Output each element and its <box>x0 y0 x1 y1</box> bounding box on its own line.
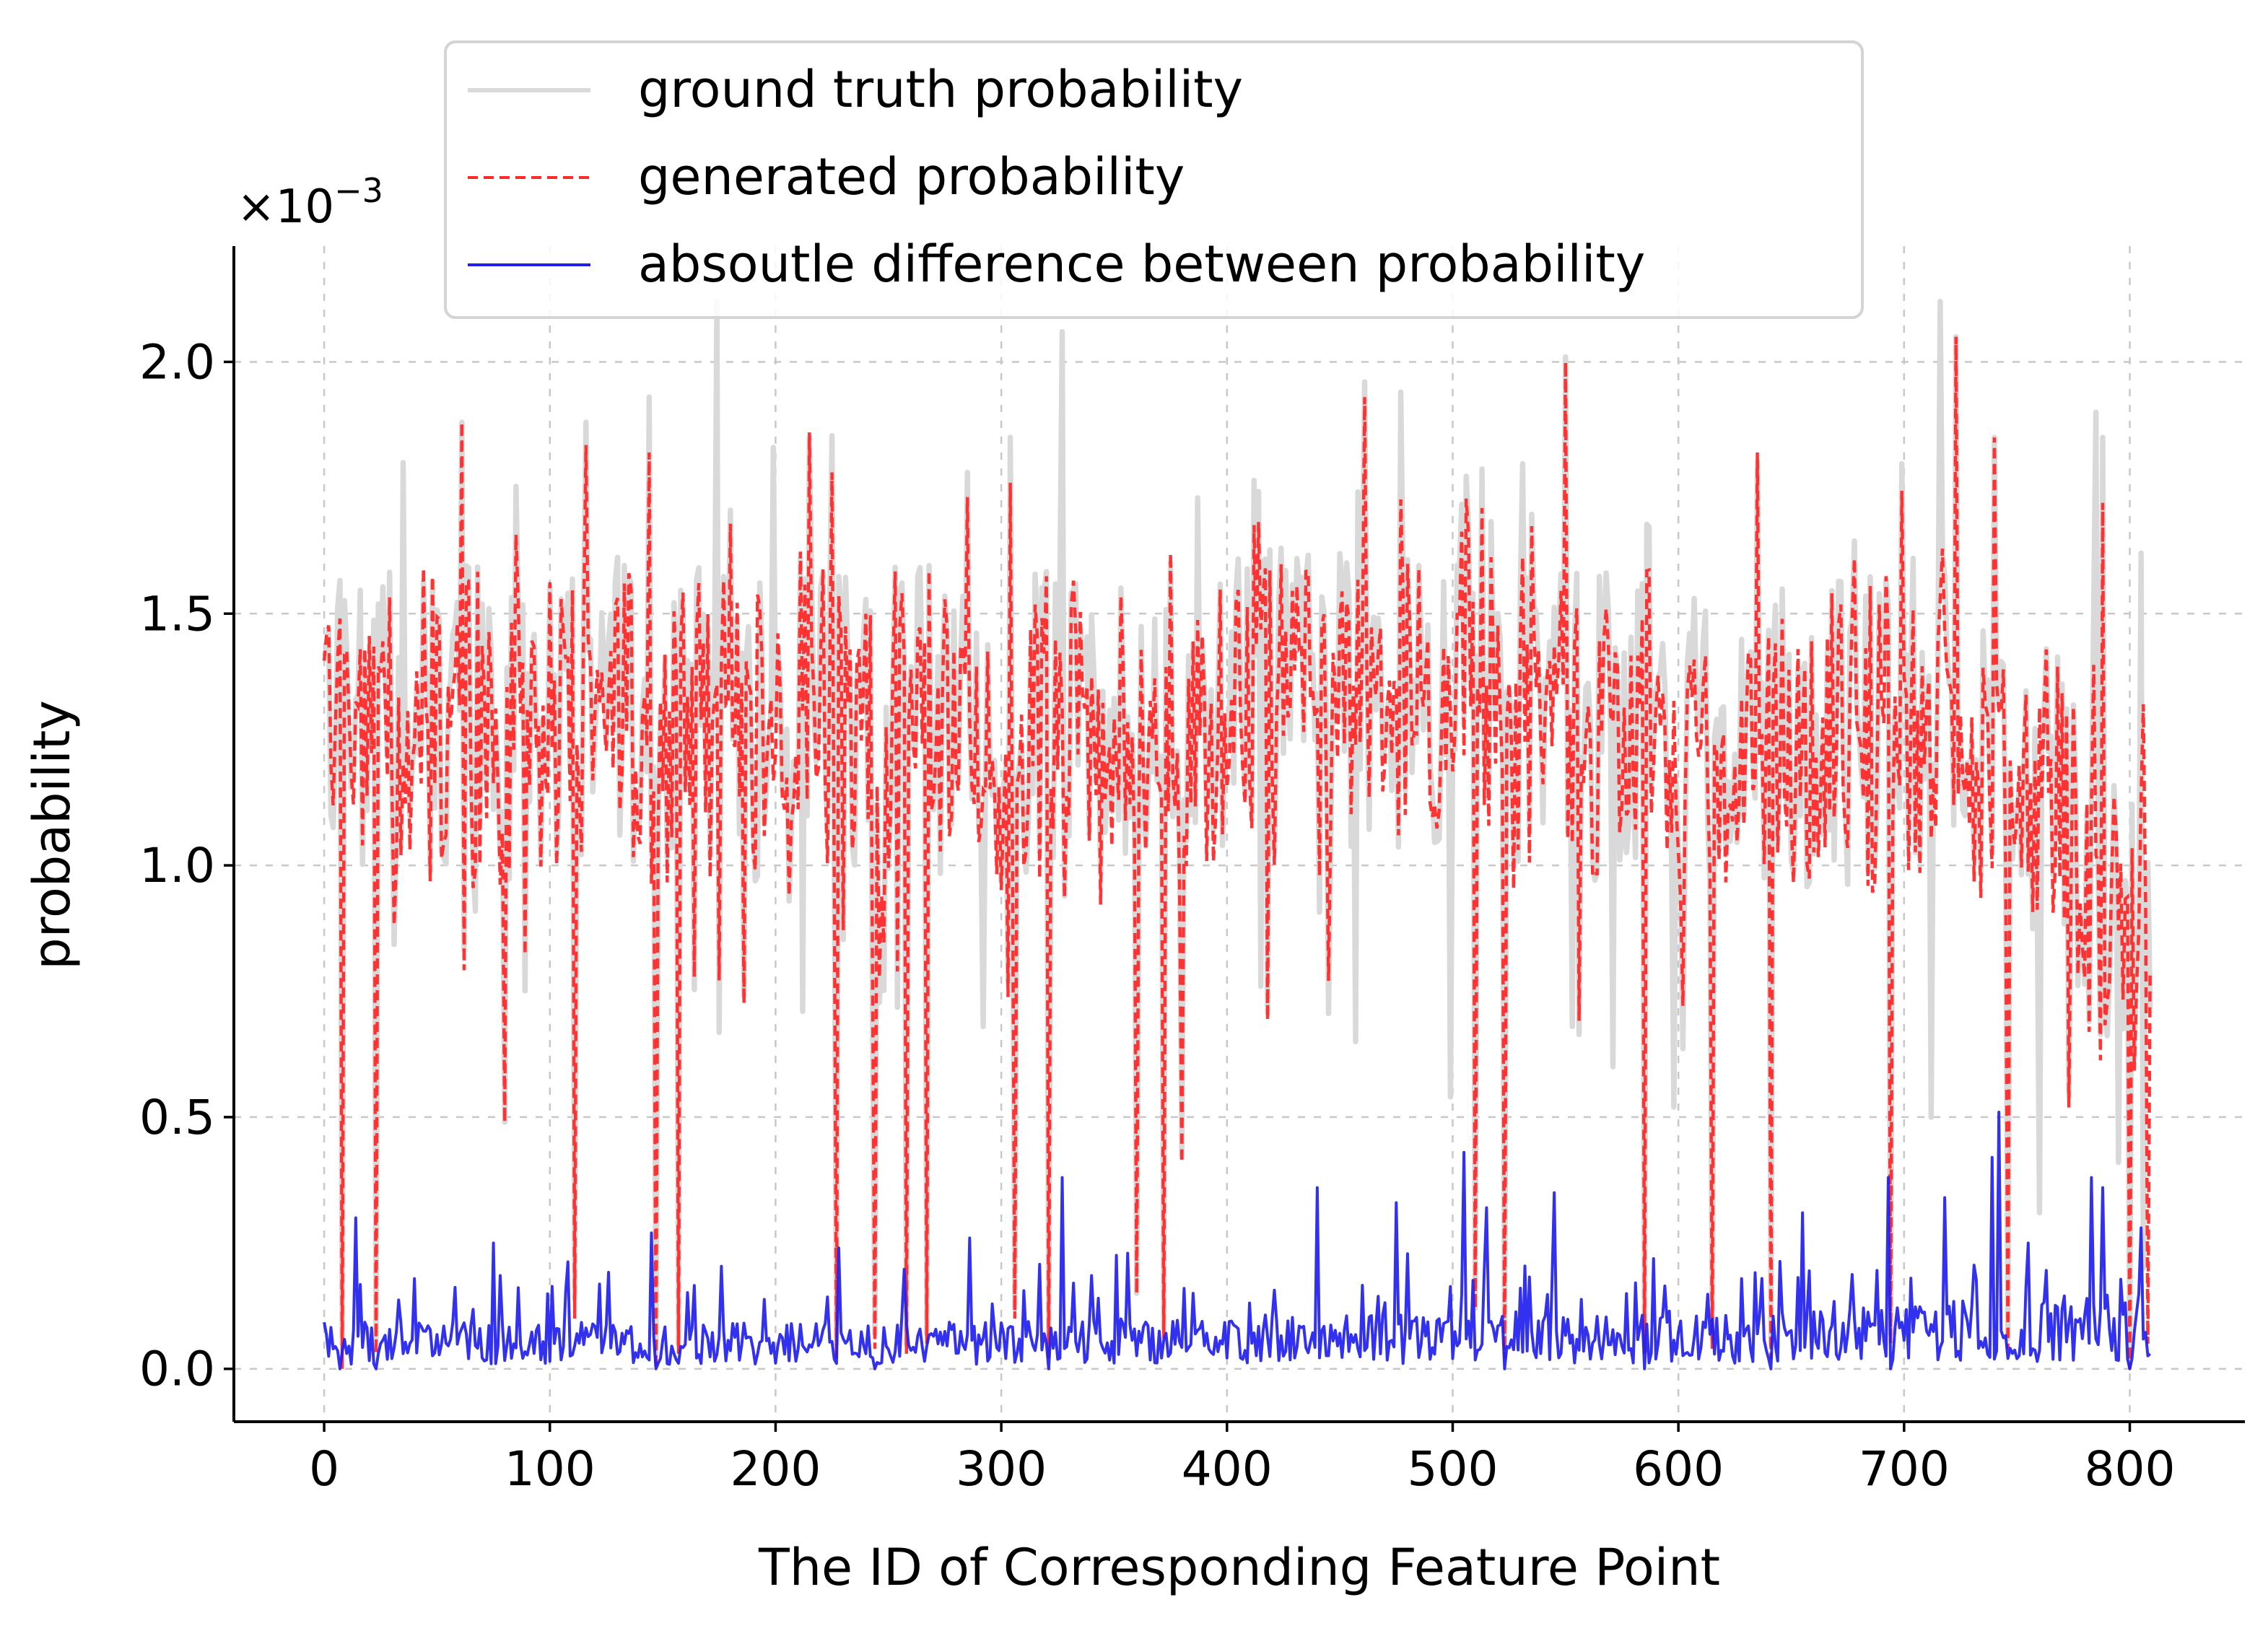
y-multiplier-base: ×10 <box>237 180 334 234</box>
x-ticks: 0 100 200 300 400 500 600 700 800 <box>309 1422 2176 1497</box>
legend-box <box>444 40 1864 319</box>
series-line-difference <box>323 1110 2152 1370</box>
legend-label-difference: absoutle difference between probability <box>638 235 1645 294</box>
x-tick-label: 200 <box>730 1441 821 1497</box>
y-tick-label: 1.5 <box>139 586 215 642</box>
x-tick-label: 300 <box>956 1441 1047 1497</box>
axes <box>232 246 2245 1423</box>
x-tick-label: 700 <box>1859 1441 1950 1497</box>
x-tick-label: 800 <box>2085 1441 2176 1497</box>
x-tick-label: 100 <box>505 1441 596 1497</box>
y-multiplier-exponent: −3 <box>334 171 383 210</box>
legend-label-ground-truth: ground truth probability <box>638 60 1243 119</box>
y-tick-label: 2.0 <box>139 334 215 390</box>
plot-lines <box>321 298 2153 1370</box>
x-tick-label: 400 <box>1182 1441 1273 1497</box>
legend-label-generated: generated probability <box>638 147 1185 206</box>
y-axis-title: probability <box>22 700 82 969</box>
x-axis-title: The ID of Corresponding Feature Point <box>758 1538 1720 1597</box>
x-tick-label: 500 <box>1407 1441 1498 1497</box>
legend: ground truth probability generated proba… <box>444 40 1864 319</box>
y-tick-label: 0.0 <box>139 1342 215 1397</box>
series-line-generated <box>322 336 2152 1369</box>
y-tick-label: 0.5 <box>139 1090 215 1145</box>
y-ticks: 0.0 0.5 1.0 1.5 2.0 <box>139 334 234 1397</box>
y-multiplier: ×10−3 <box>237 171 383 234</box>
x-tick-label: 0 <box>309 1441 339 1497</box>
x-tick-label: 600 <box>1633 1441 1724 1497</box>
y-tick-label: 1.0 <box>139 838 215 893</box>
